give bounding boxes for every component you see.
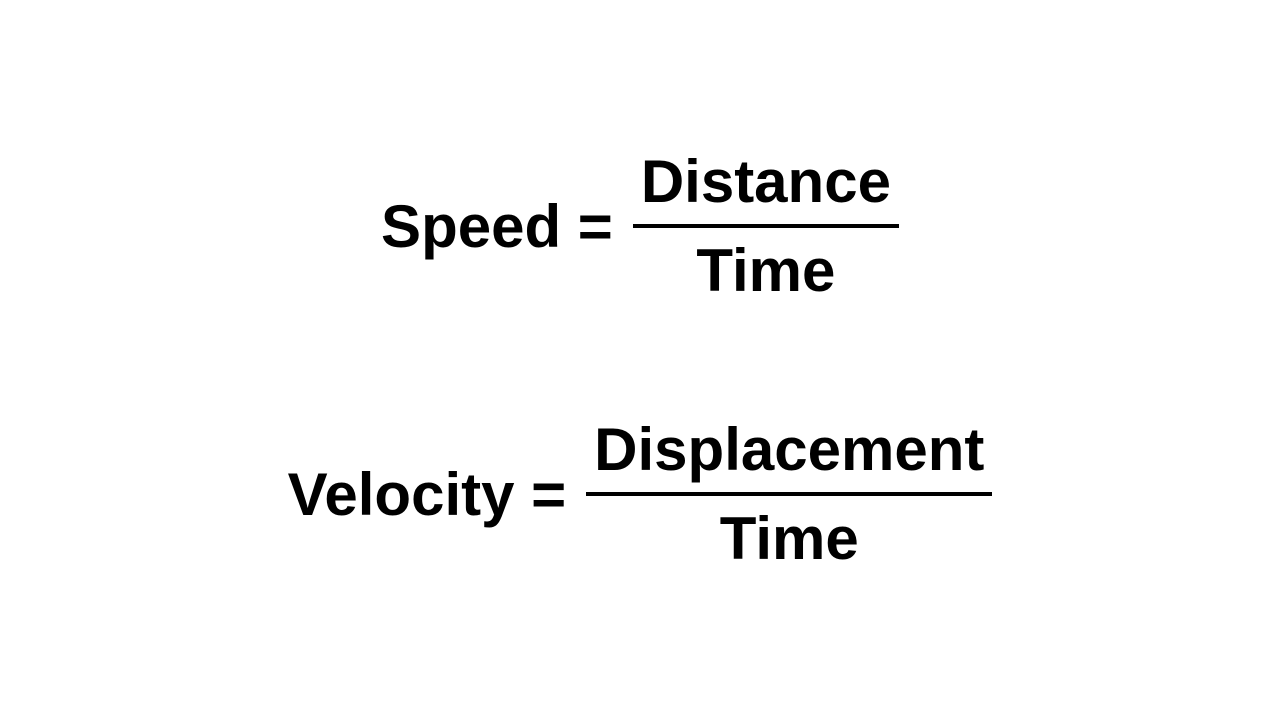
velocity-numerator: Displacement: [586, 415, 992, 484]
velocity-formula: Velocity = Displacement Time: [288, 415, 993, 573]
speed-formula: Speed = Distance Time: [381, 147, 899, 305]
velocity-denominator: Time: [712, 504, 867, 573]
speed-fraction-bar: [633, 224, 899, 228]
velocity-fraction-bar: [586, 492, 992, 496]
velocity-lhs: Velocity =: [288, 460, 567, 529]
speed-fraction: Distance Time: [633, 147, 899, 305]
velocity-fraction: Displacement Time: [586, 415, 992, 573]
speed-lhs: Speed =: [381, 192, 613, 261]
speed-denominator: Time: [688, 236, 843, 305]
speed-numerator: Distance: [633, 147, 899, 216]
